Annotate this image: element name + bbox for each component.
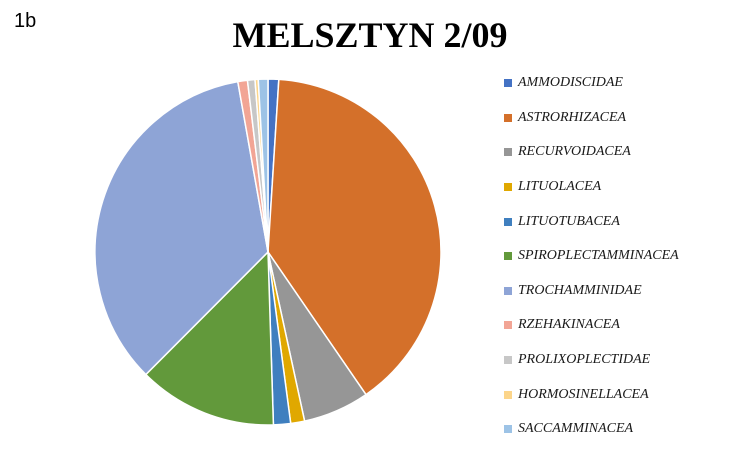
- legend-item-rzehakinacea: RZEHAKINACEA: [504, 308, 679, 343]
- pie-slice-saccamminacea: [257, 78, 269, 253]
- legend-label: RECURVOIDACEA: [518, 144, 631, 160]
- legend-swatch: [504, 356, 512, 365]
- legend-item-ammodiscidae: AMMODISCIDAE: [504, 66, 679, 101]
- legend-item-trochamminidae: TROCHAMMINIDAE: [504, 274, 679, 309]
- legend-swatch: [504, 79, 512, 88]
- legend-label: ASTRORHIZACEA: [518, 109, 627, 125]
- legend-item-spiroplectamminacea: SPIROPLECTAMMINACEA: [504, 239, 679, 274]
- legend-label: LITUOTUBACEA: [518, 213, 620, 229]
- legend-label: AMMODISCIDAE: [518, 75, 623, 91]
- legend-swatch: [504, 113, 512, 122]
- legend-label: PROLIXOPLECTIDAE: [518, 352, 651, 368]
- legend-item-prolixoplectidae: PROLIXOPLECTIDAE: [504, 343, 679, 378]
- legend-item-recurvoidacea: RECURVOIDACEA: [504, 135, 679, 170]
- chart-title-text: MELSZTYN 2/09: [232, 15, 508, 55]
- legend-label: SPIROPLECTAMMINACEA: [518, 248, 679, 264]
- pie-slice-astrorhizacea: [267, 78, 442, 396]
- legend-swatch: [504, 252, 512, 261]
- legend-item-hormosinellacea: HORMOSINELLACEA: [504, 377, 679, 412]
- legend-swatch: [504, 183, 512, 192]
- chart-legend: AMMODISCIDAE ASTRORHIZACEA RECURVOIDACEA LI…: [504, 66, 679, 447]
- chart-title: MELSZTYN 2/09: [0, 14, 742, 56]
- legend-item-astrorhizacea: ASTRORHIZACEA: [504, 101, 679, 136]
- legend-label: LITUOLACEA: [518, 179, 602, 195]
- legend-swatch: [504, 148, 512, 157]
- legend-swatch: [504, 217, 512, 226]
- legend-item-saccamminacea: SACCAMMINACEA: [504, 412, 679, 447]
- legend-label: RZEHAKINACEA: [518, 317, 620, 333]
- legend-swatch: [504, 425, 512, 434]
- pie-slice-trochamminidae: [94, 80, 269, 376]
- legend-label: SACCAMMINACEA: [518, 421, 634, 437]
- panel-label: 1b: [14, 10, 37, 32]
- legend-swatch: [504, 286, 512, 295]
- legend-label: HORMOSINELLACEA: [518, 386, 649, 402]
- pie-slice-spiroplectamminacea: [144, 250, 275, 426]
- legend-label: TROCHAMMINIDAE: [518, 282, 642, 298]
- legend-swatch: [504, 390, 512, 399]
- legend-item-lituolacea: LITUOLACEA: [504, 170, 679, 205]
- legend-item-lituotubacea: LITUOTUBACEA: [504, 204, 679, 239]
- legend-swatch: [504, 321, 512, 330]
